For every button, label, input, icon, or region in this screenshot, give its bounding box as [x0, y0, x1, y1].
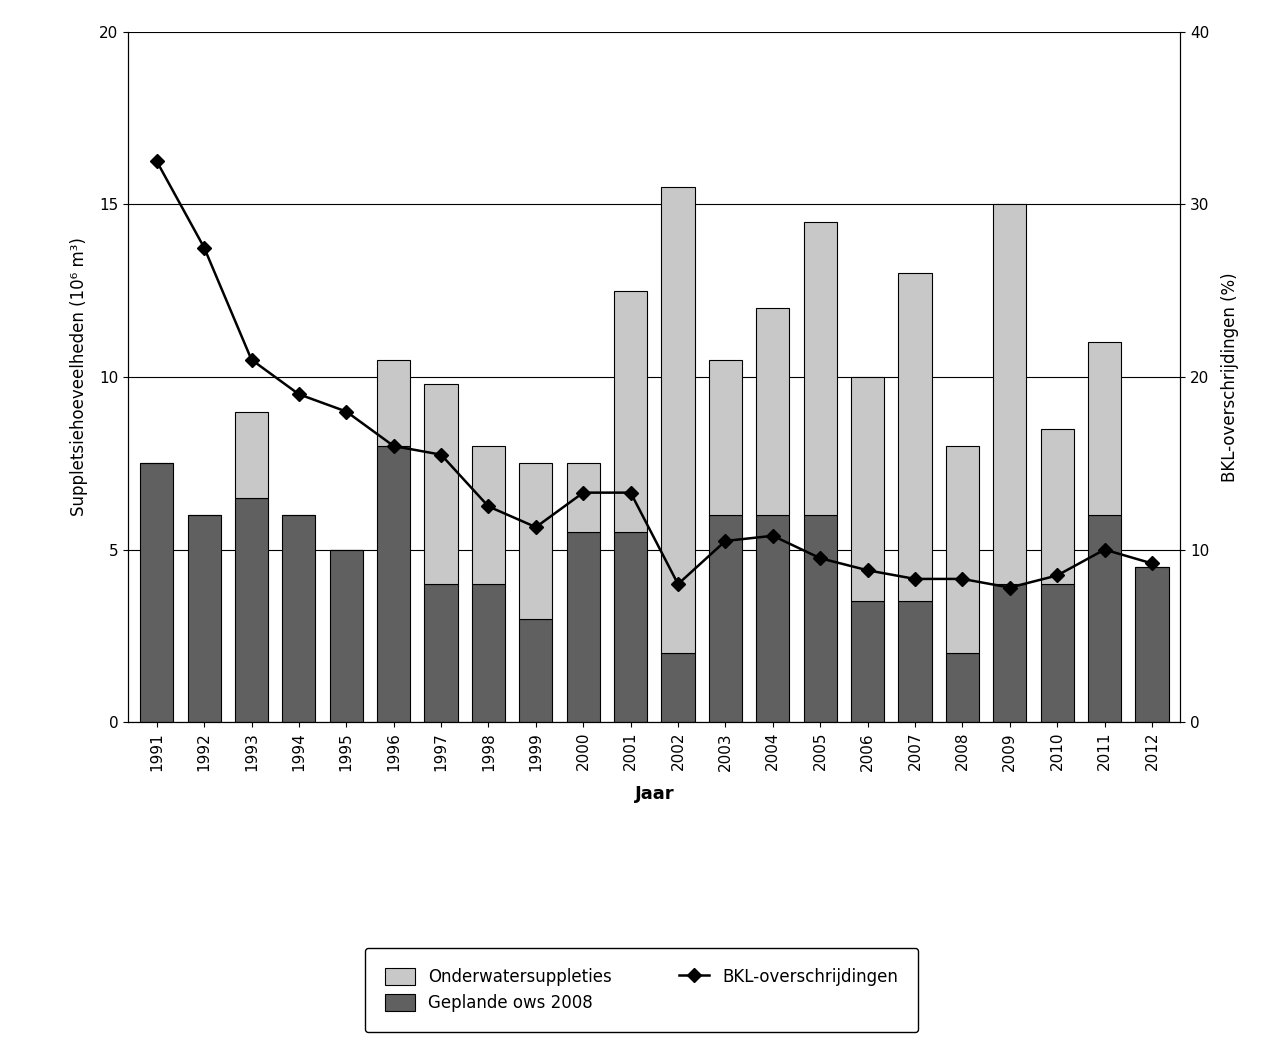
- Bar: [1041, 429, 1074, 584]
- Bar: [803, 222, 837, 515]
- Bar: [377, 360, 411, 446]
- Bar: [1088, 342, 1121, 515]
- Bar: [140, 463, 173, 722]
- Bar: [472, 584, 506, 722]
- Bar: [567, 532, 600, 722]
- Bar: [756, 308, 789, 515]
- Bar: [708, 360, 742, 515]
- Bar: [615, 291, 647, 532]
- Bar: [1041, 584, 1074, 722]
- Bar: [756, 515, 789, 722]
- Bar: [946, 653, 979, 722]
- Bar: [520, 618, 553, 722]
- Bar: [993, 584, 1026, 722]
- Legend: Onderwatersuppleties, Geplande ows 2008, BKL-overschrijdingen: Onderwatersuppleties, Geplande ows 2008,…: [366, 947, 917, 1032]
- Bar: [520, 463, 553, 618]
- Bar: [425, 584, 458, 722]
- Bar: [235, 412, 268, 498]
- Bar: [662, 187, 694, 653]
- Bar: [662, 653, 694, 722]
- Bar: [235, 498, 268, 722]
- Bar: [282, 515, 316, 722]
- Bar: [1088, 515, 1121, 722]
- Bar: [803, 515, 837, 722]
- Y-axis label: Suppletsiehoeveelheden (10⁶ m³): Suppletsiehoeveelheden (10⁶ m³): [71, 238, 89, 516]
- Bar: [708, 515, 742, 722]
- Bar: [187, 515, 221, 722]
- Bar: [1135, 567, 1169, 722]
- Bar: [851, 377, 884, 601]
- Bar: [330, 550, 363, 722]
- X-axis label: Jaar: Jaar: [635, 785, 674, 803]
- Bar: [898, 601, 931, 722]
- Bar: [377, 446, 411, 722]
- Y-axis label: BKL-overschrijdingen (%): BKL-overschrijdingen (%): [1220, 272, 1238, 482]
- Bar: [851, 601, 884, 722]
- Bar: [425, 384, 458, 584]
- Bar: [567, 463, 600, 532]
- Bar: [472, 446, 506, 584]
- Bar: [615, 532, 647, 722]
- Bar: [993, 205, 1026, 584]
- Bar: [946, 446, 979, 653]
- Bar: [898, 274, 931, 601]
